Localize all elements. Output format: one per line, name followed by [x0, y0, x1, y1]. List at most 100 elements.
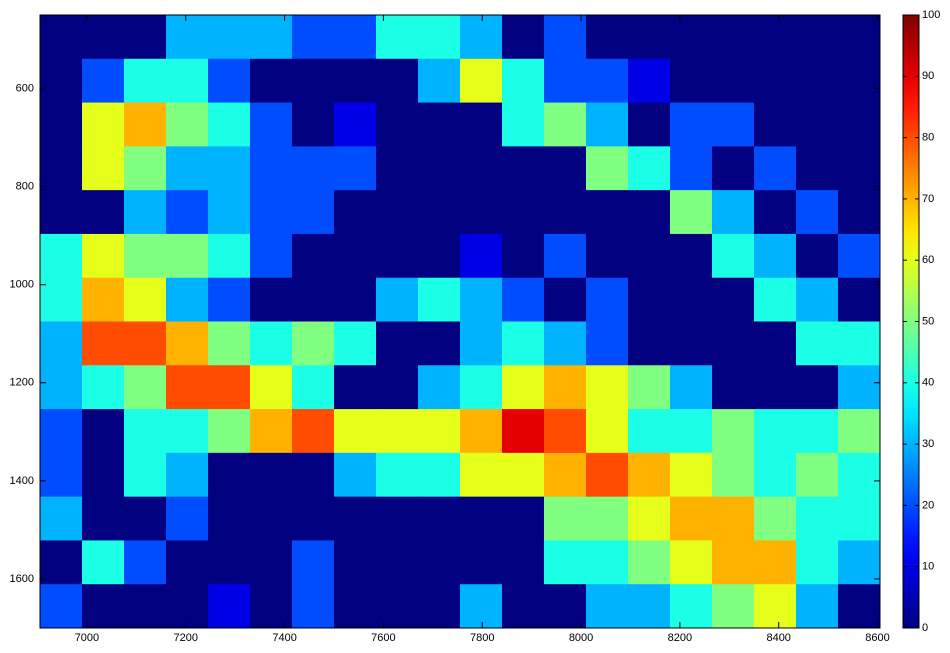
heat-cell [754, 584, 797, 628]
heat-cell [670, 103, 713, 147]
y-tick-label: 600 [16, 82, 34, 94]
heat-cell [670, 453, 713, 497]
heat-cell [838, 453, 881, 497]
heat-cell [292, 146, 335, 190]
heat-cell [670, 15, 713, 59]
y-tick-label: 1400 [10, 475, 34, 487]
heat-cell [628, 234, 671, 278]
heat-cell [460, 15, 503, 59]
heat-cell [292, 322, 335, 366]
heat-cell [334, 234, 377, 278]
heat-cell [460, 234, 503, 278]
heat-cell [712, 15, 755, 59]
heat-cell [754, 322, 797, 366]
heat-cell [586, 497, 629, 541]
heat-cell [208, 190, 251, 234]
heat-cell [628, 103, 671, 147]
heat-cell [166, 278, 209, 322]
heat-cell [124, 409, 167, 453]
heat-cell [502, 365, 545, 409]
heat-cell [166, 103, 209, 147]
heat-cell [82, 103, 125, 147]
heat-cell [166, 322, 209, 366]
heat-cell [712, 540, 755, 584]
heat-cell [208, 59, 251, 103]
heat-cell [124, 453, 167, 497]
heat-cell [418, 497, 461, 541]
heat-cell [292, 540, 335, 584]
heat-cell [250, 234, 293, 278]
heat-cell [796, 278, 839, 322]
heat-cell [418, 190, 461, 234]
heat-cell [502, 278, 545, 322]
heat-cell [586, 59, 629, 103]
heat-cell [124, 365, 167, 409]
heat-cell [292, 190, 335, 234]
heat-cell [166, 365, 209, 409]
heat-cell [376, 409, 419, 453]
heat-cell [670, 540, 713, 584]
heat-cell [754, 540, 797, 584]
heat-cell [334, 584, 377, 628]
heat-cell [754, 103, 797, 147]
heat-cell [544, 15, 587, 59]
heat-cell [418, 322, 461, 366]
heat-cell [250, 409, 293, 453]
heat-cell [712, 584, 755, 628]
heat-cell [838, 497, 881, 541]
heat-cell [40, 146, 83, 190]
heat-cell [628, 497, 671, 541]
heat-cell [502, 15, 545, 59]
heat-cell [628, 146, 671, 190]
heat-cell [166, 59, 209, 103]
x-tick-label: 7200 [174, 632, 198, 644]
heat-cell [292, 59, 335, 103]
heat-cell [334, 322, 377, 366]
x-tick-label: 7800 [470, 632, 494, 644]
heat-cell [376, 146, 419, 190]
heat-cell [586, 584, 629, 628]
heat-cell [166, 497, 209, 541]
heat-cell [460, 146, 503, 190]
heat-cell [586, 15, 629, 59]
heat-cell [166, 453, 209, 497]
heat-cell [376, 365, 419, 409]
heat-cell [460, 103, 503, 147]
heat-cell [208, 497, 251, 541]
heat-cell [712, 453, 755, 497]
heat-cell [124, 103, 167, 147]
heat-cell [418, 146, 461, 190]
heat-cell [544, 234, 587, 278]
colorbar-tick-label: 40 [922, 377, 934, 389]
heat-cell [712, 103, 755, 147]
heat-cell [544, 584, 587, 628]
heat-cell [82, 15, 125, 59]
x-tick-label: 8600 [865, 632, 889, 644]
heat-cell [376, 278, 419, 322]
heat-cell [544, 540, 587, 584]
heat-cell [40, 409, 83, 453]
heat-cell [502, 234, 545, 278]
heat-cell [124, 322, 167, 366]
heat-cell [166, 190, 209, 234]
heat-cell [292, 584, 335, 628]
heat-cell [376, 540, 419, 584]
heat-cell [628, 190, 671, 234]
heat-cell [838, 15, 881, 59]
heat-cell [166, 146, 209, 190]
heat-cell [670, 234, 713, 278]
y-tick-label: 1000 [10, 279, 34, 291]
heat-cell [208, 365, 251, 409]
heat-cell [712, 278, 755, 322]
heat-cell [586, 146, 629, 190]
y-tick-label: 1200 [10, 377, 34, 389]
heat-cell [376, 453, 419, 497]
heat-cell [208, 234, 251, 278]
heat-cell [40, 103, 83, 147]
heat-cell [82, 59, 125, 103]
colorbar-tick-label: 0 [922, 622, 928, 634]
heat-cell [292, 409, 335, 453]
heat-cell [376, 497, 419, 541]
heat-cell [460, 540, 503, 584]
heat-cell [754, 365, 797, 409]
